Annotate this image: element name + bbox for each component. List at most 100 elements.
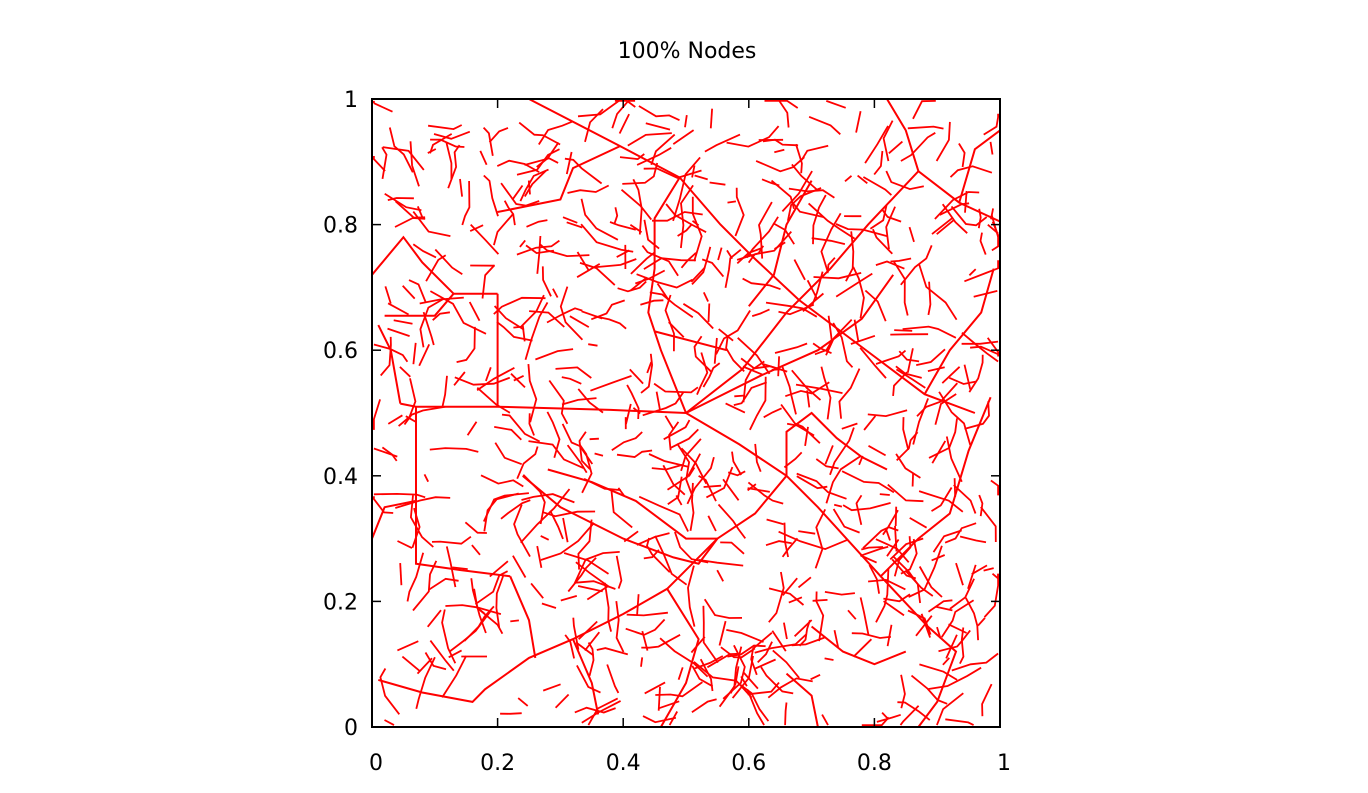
branch-twig (931, 440, 947, 464)
trunk-path-26 (810, 625, 907, 666)
branch-twig (868, 578, 906, 591)
branch-twig (594, 452, 604, 457)
y-tick-label: 1 (344, 88, 358, 113)
branch-twig (747, 682, 780, 696)
branch-twig (825, 100, 847, 109)
branch-twig (897, 701, 931, 721)
branch-twig (373, 496, 394, 514)
branch-twig (979, 232, 987, 255)
branch-twig (788, 596, 803, 604)
branch-twig (488, 127, 509, 143)
branch-twig (686, 456, 715, 505)
branch-twig (911, 472, 914, 487)
branch-twig (664, 415, 675, 430)
branch-twig (701, 258, 725, 278)
branch-twig (581, 700, 622, 724)
x-tick-label: 0.8 (857, 751, 892, 776)
branch-twig (576, 251, 590, 272)
branch-twig (500, 182, 540, 207)
branch-twig (561, 423, 594, 465)
branch-twig (610, 488, 633, 529)
branch-twig (726, 629, 764, 643)
branch-twig (791, 636, 825, 647)
branch-twig (379, 668, 401, 715)
branch-twig (672, 129, 695, 145)
branch-twig (825, 318, 853, 356)
branch-twig (727, 644, 766, 658)
trunk-path-20 (886, 98, 920, 172)
branch-twig (717, 503, 747, 539)
branch-twig (768, 587, 805, 606)
branch-twig (456, 326, 476, 363)
branch-twig (520, 488, 571, 544)
branch-twig (736, 247, 763, 265)
branch-twig (655, 681, 703, 698)
branch-twig (580, 198, 619, 241)
branch-twig (424, 652, 447, 671)
branch-twig (983, 573, 999, 618)
branch-twig (894, 329, 913, 332)
branch-twig (927, 599, 953, 613)
branch-twig (501, 413, 541, 443)
branch-twig (783, 451, 803, 469)
branch-twig (384, 286, 392, 304)
branch-twig (575, 641, 595, 657)
branch-twig (883, 593, 911, 603)
branch-twig (677, 224, 693, 237)
branch-twig (855, 111, 862, 133)
branch-twig (510, 619, 520, 623)
branch-twig (868, 445, 887, 457)
branch-twig (522, 474, 546, 525)
branch-twig (707, 515, 717, 532)
branch-twig (935, 605, 953, 612)
branch-twig (731, 451, 742, 476)
branch-twig (842, 502, 891, 512)
branch-twig (668, 421, 680, 451)
branch-twig (411, 507, 421, 549)
branch-twig (614, 100, 636, 108)
branch-twig (587, 697, 619, 726)
branch-twig (542, 683, 561, 692)
branch-twig (584, 108, 604, 143)
branch-twig (907, 609, 932, 635)
branch-twig (565, 151, 573, 175)
branch-twig (950, 205, 988, 227)
branch-twig (791, 163, 820, 192)
branch-twig (690, 636, 706, 654)
branch-twig (574, 706, 616, 714)
branch-twig (983, 113, 999, 136)
branch-twig (941, 366, 961, 384)
branch-twig (403, 405, 446, 426)
branch-twig (618, 113, 630, 134)
branch-twig (489, 560, 509, 578)
branch-twig (485, 366, 492, 382)
branch-twig (726, 125, 780, 148)
branch-twig (552, 288, 559, 298)
branch-twig (991, 245, 999, 252)
branch-twig (737, 337, 771, 375)
branch-twig (399, 563, 403, 586)
branch-twig (616, 449, 653, 458)
branch-twig (986, 337, 999, 357)
branch-twig (632, 407, 641, 415)
trunk-path-14 (748, 180, 813, 307)
branch-twig (380, 336, 392, 377)
branch-twig (781, 366, 797, 415)
branch-twig (899, 705, 920, 726)
branch-twig (754, 443, 762, 473)
branch-twig (967, 564, 977, 590)
branch-twig (978, 494, 984, 517)
branch-twig (549, 510, 564, 540)
branch-twig (936, 692, 964, 726)
branch-twig (500, 499, 531, 520)
x-tick-label: 0.2 (480, 751, 515, 776)
branch-twig (691, 165, 696, 178)
branch-twig (559, 286, 584, 341)
branch-twig (968, 268, 977, 276)
branch-twig (772, 649, 800, 679)
branch-twig (936, 626, 942, 639)
branch-twig (812, 599, 828, 602)
branch-twig (912, 398, 929, 445)
branch-twig (399, 366, 411, 378)
branch-twig (981, 683, 993, 717)
